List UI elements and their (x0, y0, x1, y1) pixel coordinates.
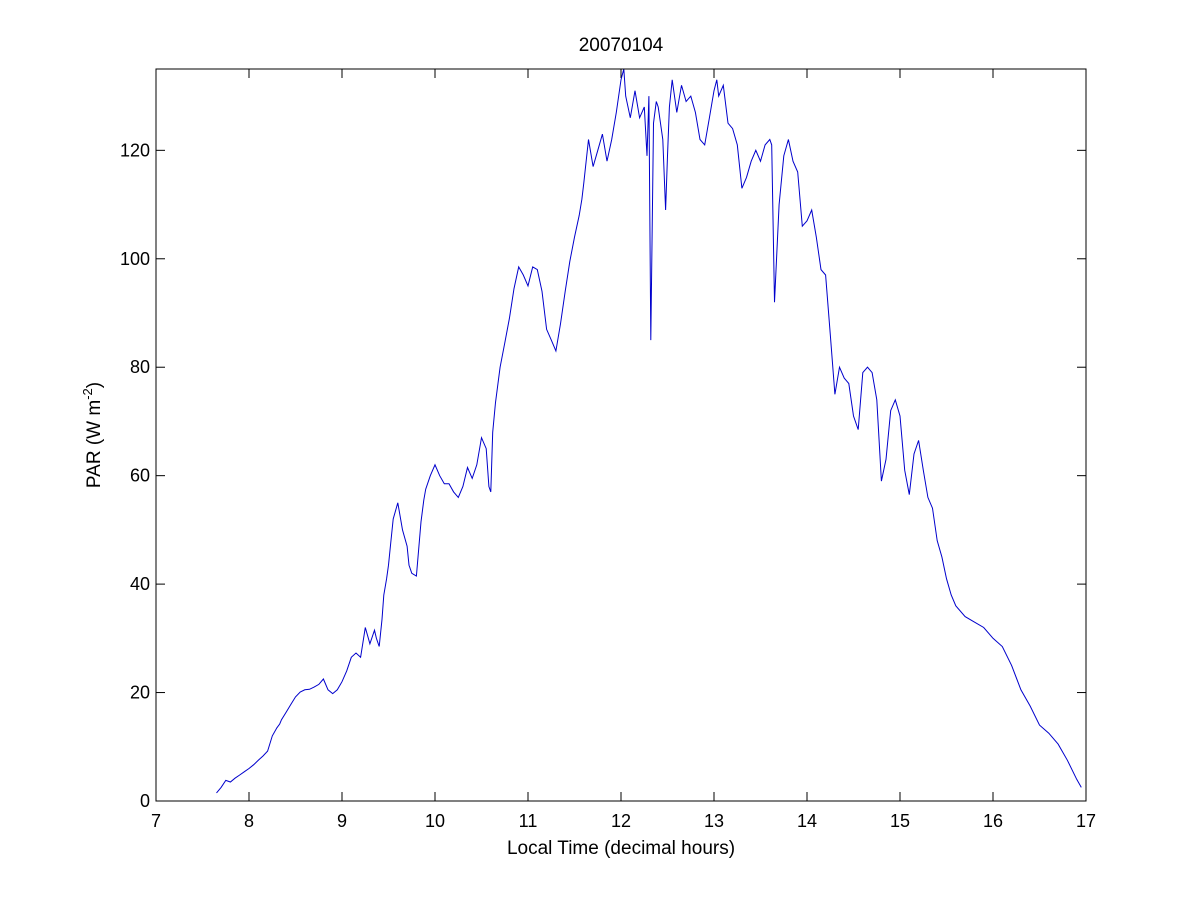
x-tick-label: 14 (797, 811, 817, 831)
x-tick-label: 12 (611, 811, 631, 831)
x-tick-label: 11 (519, 811, 538, 831)
y-axis-title-suffix: ) (84, 382, 105, 388)
y-axis-title: PAR (W m-2) (80, 382, 105, 488)
x-tick-label: 10 (425, 811, 445, 831)
x-tick-label: 9 (337, 811, 347, 831)
chart-title: 20070104 (579, 35, 664, 56)
y-tick-label: 80 (130, 357, 150, 377)
y-tick-label: 40 (130, 574, 150, 594)
plot-frame (155, 68, 1087, 802)
y-tick-label: 0 (140, 791, 150, 811)
y-tick-label: 60 (130, 466, 150, 486)
x-tick-label: 7 (151, 811, 161, 831)
x-tick-label: 16 (983, 811, 1003, 831)
par-series-line (216, 68, 1082, 794)
x-tick-label: 13 (704, 811, 724, 831)
plot-area (156, 69, 1086, 801)
x-tick-labels: 7 8 9 10 11 12 13 14 15 16 17 (151, 811, 1096, 831)
y-tick-label: 20 (130, 683, 150, 703)
y-axis-title-main: PAR (W m (84, 400, 105, 488)
x-tick-label: 8 (244, 811, 254, 831)
y-axis-title-superscript: -2 (80, 388, 95, 400)
y-tick-label: 120 (120, 140, 150, 160)
x-axis-title: Local Time (decimal hours) (507, 838, 735, 859)
y-tick-label: 100 (120, 249, 150, 269)
x-tick-label: 17 (1076, 811, 1096, 831)
x-tick-label: 15 (890, 811, 910, 831)
y-tick-labels: 0 20 40 60 80 100 120 (120, 140, 150, 811)
